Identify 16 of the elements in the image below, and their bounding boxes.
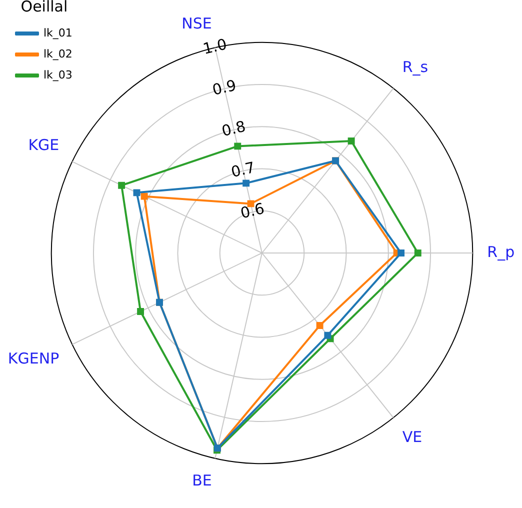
legend-label: lk_02 — [44, 47, 72, 60]
spoke-label: BE — [192, 471, 212, 490]
spoke-label: NSE — [182, 14, 212, 32]
spoke-label: R_s — [402, 58, 428, 76]
legend-label: lk_01 — [44, 26, 72, 40]
legend-title: Oeillal — [20, 0, 68, 16]
y-tick-label: 0.7 — [229, 158, 257, 182]
y-tick-label: 0.6 — [238, 199, 266, 222]
legend-label: lk_03 — [44, 68, 72, 82]
spoke-label: KGE — [28, 136, 60, 154]
spoke-label: KGENP — [8, 350, 60, 368]
spoke-label: VE — [402, 428, 422, 446]
spoke-label: R_p — [487, 242, 515, 261]
y-tick-label: 1.0 — [201, 35, 229, 58]
y-tick-label: 0.9 — [210, 76, 238, 100]
y-tick-label: 0.8 — [220, 117, 248, 140]
